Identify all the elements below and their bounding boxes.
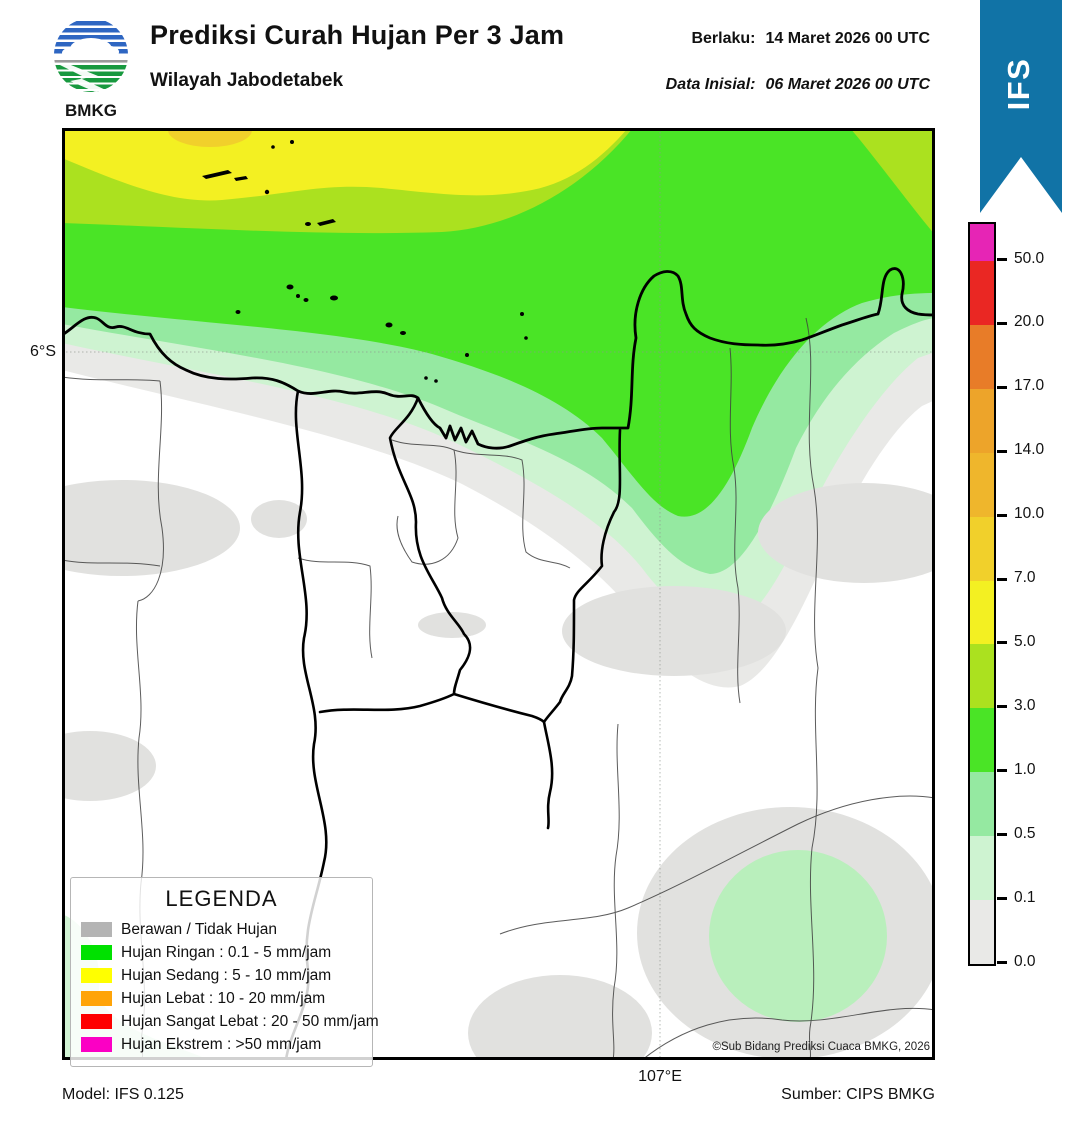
colorbar-tick-label: 0.1: [1014, 888, 1036, 906]
colorbar-tick-label: 14.0: [1014, 441, 1045, 459]
colorbar-tick-label: 0.0: [1014, 952, 1036, 970]
legend-swatch: [81, 1014, 112, 1029]
bmkg-logo-stripes: [54, 21, 128, 92]
legend-item-label: Hujan Sedang : 5 - 10 mm/jam: [121, 966, 332, 984]
colorbar-segment: [970, 580, 994, 645]
cloud-blob: [562, 586, 786, 676]
legend-item-label: Hujan Ringan : 0.1 - 5 mm/jam: [121, 943, 332, 961]
initial-time-row: Data Inisial: 06 Maret 2026 00 UTC: [666, 76, 930, 94]
colorbar-segments: [968, 222, 996, 966]
valid-time-label: Berlaku:: [691, 30, 756, 47]
cloud-blob: [62, 731, 156, 801]
legend-item: Hujan Ekstrem : >50 mm/jam: [81, 1033, 362, 1056]
legend-item-label: Berawan / Tidak Hujan: [121, 920, 277, 938]
map-copyright: ©Sub Bidang Prediksi Cuaca BMKG, 2026: [712, 1041, 930, 1053]
colorbar-tick: [997, 449, 1007, 453]
lon-tick-label: 107°E: [638, 1068, 682, 1085]
colorbar-segment: [970, 324, 994, 389]
colorbar-tick-label: 1.0: [1014, 760, 1036, 778]
colorbar-segment: [970, 900, 994, 964]
colorbar-tick-label: 17.0: [1014, 377, 1045, 395]
colorbar-segment: [970, 516, 994, 581]
ifs-ribbon: IFS: [980, 0, 1062, 213]
cloud-blob: [758, 483, 935, 583]
map-frame: [62, 128, 935, 1060]
legend-items: Berawan / Tidak Hujan Hujan Ringan : 0.1 …: [81, 918, 379, 1056]
islands: [202, 140, 528, 383]
coastline: [62, 267, 935, 450]
legend-swatch: [81, 922, 112, 937]
colorbar-tick: [997, 321, 1007, 325]
page-title: Prediksi Curah Hujan Per 3 Jam: [150, 20, 565, 50]
light-rain-area: [709, 850, 887, 1022]
bmkg-logo: BMKG: [54, 18, 128, 120]
colorbar-segment: [970, 224, 994, 261]
initial-time-value: 06 Maret 2026 00 UTC: [765, 76, 930, 93]
cloud-blob: [251, 500, 307, 538]
valid-time-value: 14 Maret 2026 00 UTC: [765, 30, 930, 47]
colorbar-tick-label: 3.0: [1014, 696, 1036, 714]
page-subtitle: Wilayah Jabodetabek: [150, 70, 344, 91]
colorbar-tick: [997, 833, 1007, 837]
legend-item-label: Hujan Ekstrem : >50 mm/jam: [121, 1035, 322, 1053]
graticule: [62, 128, 935, 1060]
colorbar-tick-label: 10.0: [1014, 505, 1045, 523]
bmkg-logo-caption: BMKG: [65, 101, 117, 120]
initial-time-label: Data Inisial:: [665, 76, 756, 93]
legend-box: LEGENDA Berawan / Tidak Hujan Hujan Ringa…: [70, 877, 379, 1067]
colorbar-tick: [997, 769, 1007, 773]
colorbar-segment: [970, 452, 994, 517]
legend-item: Hujan Sangat Lebat : 20 - 50 mm/jam: [81, 1010, 379, 1033]
colorbar-tick: [997, 258, 1007, 261]
rainfall-bands: [62, 128, 935, 688]
colorbar-tick-label: 50.0: [1014, 249, 1045, 267]
source-label: Sumber: CIPS BMKG: [781, 1086, 935, 1103]
colorbar-segment: [970, 836, 994, 901]
legend-item: Hujan Ringan : 0.1 - 5 mm/jam: [81, 941, 362, 964]
legend-item: Berawan / Tidak Hujan: [81, 918, 362, 941]
cloud-blob: [62, 480, 240, 576]
legend-swatch: [81, 945, 112, 960]
cloud-blob: [468, 975, 652, 1060]
colorbar-tick-label: 7.0: [1014, 569, 1036, 587]
cloud-areas: [62, 480, 935, 1060]
legend-item: Hujan Lebat : 10 - 20 mm/jam: [81, 987, 362, 1010]
legend-title: LEGENDA: [165, 886, 278, 911]
model-label: Model: IFS 0.125: [62, 1086, 184, 1103]
colorbar-tick-label: 20.0: [1014, 313, 1045, 331]
colorbar-tick: [997, 641, 1007, 645]
legend-swatch: [81, 991, 112, 1006]
colorbar-tick: [997, 513, 1007, 517]
colorbar-segment: [970, 772, 994, 837]
legend-item-label: Hujan Lebat : 10 - 20 mm/jam: [121, 989, 326, 1007]
lat-tick-label: 6°S: [30, 343, 56, 360]
band-7-10-patch: [168, 128, 252, 147]
cloud-blob: [418, 612, 486, 638]
colorbar-tick: [997, 961, 1007, 964]
legend-swatch: [81, 968, 112, 983]
colorbar-tick: [997, 705, 1007, 709]
colorbar-segment: [970, 388, 994, 453]
colorbar-tick: [997, 577, 1007, 581]
legend-swatch: [81, 1037, 112, 1052]
legend-item: Hujan Sedang : 5 - 10 mm/jam: [81, 964, 362, 987]
colorbar-segment: [970, 261, 994, 325]
colorbar-tick-label: 5.0: [1014, 632, 1036, 650]
colorbar: 50.0 20.0 17.0 14.0 10.0 7.0 5.0 3.0 1.0 0.5 0.1 0.…: [966, 220, 1072, 970]
ifs-ribbon-label: IFS: [1001, 58, 1036, 111]
ifs-ribbon-shape: [980, 0, 1062, 213]
colorbar-tick: [997, 385, 1007, 389]
colorbar-segment: [970, 708, 994, 773]
valid-time-row: Berlaku: 14 Maret 2026 00 UTC: [691, 30, 930, 48]
colorbar-tick: [997, 897, 1007, 901]
colorbar-segment: [970, 644, 994, 709]
legend-item-label: Hujan Sangat Lebat : 20 - 50 mm/jam: [121, 1012, 379, 1030]
colorbar-tick-label: 0.5: [1014, 824, 1036, 842]
